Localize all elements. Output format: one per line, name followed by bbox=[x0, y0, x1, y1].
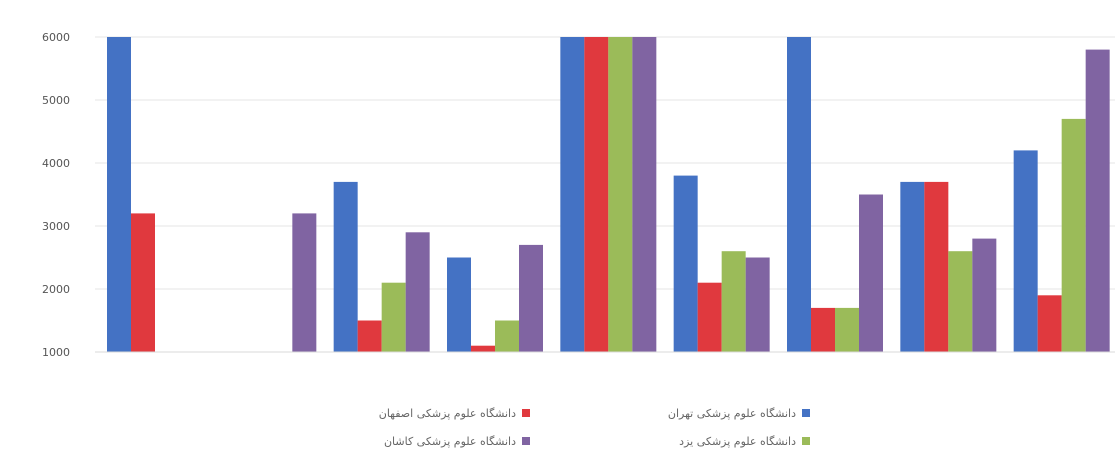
bar-s3-c8 bbox=[1085, 49, 1110, 352]
legend-item-1: دانشگاه علوم پزشکی اصفهان bbox=[330, 402, 530, 424]
legend-item-2: دانشگاه علوم پزشکی یزد bbox=[610, 430, 810, 452]
bar-s2-c8 bbox=[1061, 118, 1086, 353]
y-tick-label-3: 4000 bbox=[42, 157, 70, 170]
y-tick-label-5: 6000 bbox=[42, 31, 70, 44]
legend-label-3: دانشگاه علوم پزشکی کاشان bbox=[383, 434, 516, 448]
legend-label-2: دانشگاه علوم پزشکی یزد bbox=[679, 434, 796, 448]
y-tick-label-0: 1000 bbox=[42, 346, 70, 359]
bar-s1-c4 bbox=[584, 37, 609, 352]
bar-chart: 1000 2000 3000 4000 5000 6000 bbox=[42, 31, 1115, 359]
legend-item-3: دانشگاه علوم پزشکی کاشان bbox=[330, 430, 530, 452]
bar-s3-c7 bbox=[972, 238, 997, 352]
bar-s0-c0 bbox=[107, 37, 131, 352]
bar-s0-c2 bbox=[333, 181, 358, 352]
y-tick-label-2: 3000 bbox=[42, 220, 70, 233]
legend-swatch-1 bbox=[522, 409, 530, 417]
bar-s1-c3 bbox=[471, 345, 495, 352]
y-tick-label-1: 2000 bbox=[42, 283, 70, 296]
bar-s0-c3 bbox=[447, 257, 471, 352]
bar-s1-c7 bbox=[924, 181, 949, 352]
bar-s0-c8 bbox=[1013, 150, 1038, 352]
bar-s0-c6 bbox=[787, 37, 811, 352]
legend: دانشگاه علوم پزشکی تهران دانشگاه علوم پز… bbox=[330, 402, 810, 452]
legend-swatch-0 bbox=[802, 409, 810, 417]
bar-s3-c4 bbox=[632, 37, 657, 352]
y-axis-ticks: 1000 2000 3000 4000 5000 6000 bbox=[42, 31, 70, 359]
bar-s2-c4 bbox=[608, 37, 633, 352]
legend-swatch-2 bbox=[802, 437, 810, 445]
bar-s1-c0 bbox=[131, 213, 155, 352]
bar-s2-c7 bbox=[948, 251, 973, 352]
bar-s1-c8 bbox=[1037, 295, 1062, 352]
y-tick-label-4: 5000 bbox=[42, 94, 70, 107]
bar-s1-c5 bbox=[697, 282, 722, 352]
bars bbox=[107, 37, 1110, 353]
legend-label-1: دانشگاه علوم پزشکی اصفهان bbox=[378, 406, 516, 420]
bar-s2-c5 bbox=[721, 251, 746, 352]
bar-s2-c3 bbox=[495, 320, 519, 352]
bar-s0-c7 bbox=[900, 181, 925, 352]
legend-item-0: دانشگاه علوم پزشکی تهران bbox=[610, 402, 810, 424]
bar-s3-c3 bbox=[519, 244, 543, 352]
legend-label-0: دانشگاه علوم پزشکی تهران bbox=[667, 406, 796, 420]
bar-s3-c1 bbox=[292, 213, 317, 352]
bar-s0-c4 bbox=[560, 37, 585, 352]
bar-s2-c6 bbox=[835, 307, 859, 352]
bar-s1-c2 bbox=[357, 320, 382, 352]
bar-s3-c2 bbox=[405, 232, 430, 352]
bar-s0-c5 bbox=[673, 175, 698, 352]
bar-s3-c5 bbox=[745, 257, 770, 352]
bar-s1-c6 bbox=[811, 307, 835, 352]
legend-swatch-3 bbox=[522, 437, 530, 445]
bar-s2-c2 bbox=[381, 282, 406, 352]
bar-s3-c6 bbox=[859, 194, 883, 352]
